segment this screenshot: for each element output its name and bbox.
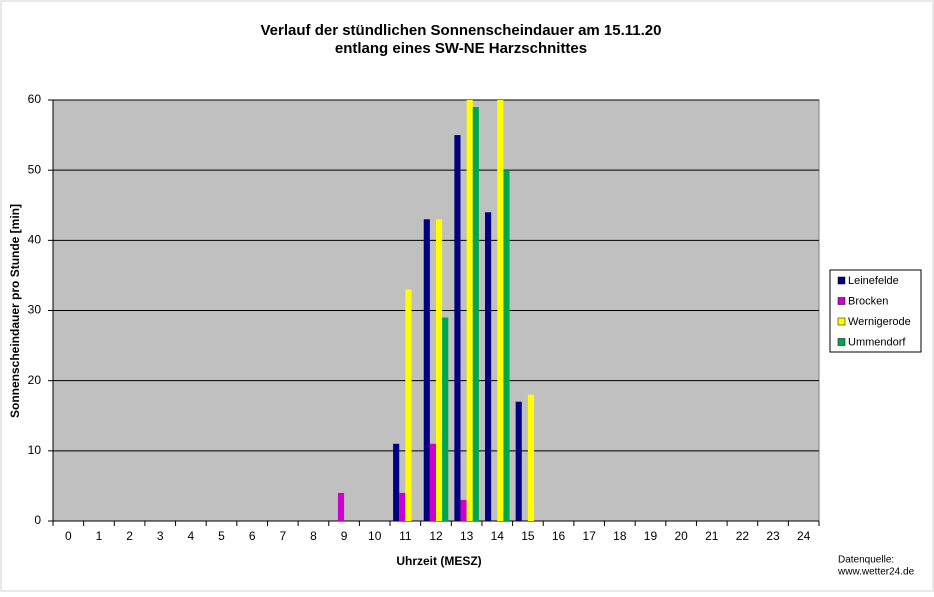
legend-swatch [837, 276, 846, 285]
legend-label: Brocken [848, 295, 888, 307]
y-tick-label: 0 [34, 513, 41, 527]
x-tick-label: 7 [279, 529, 286, 543]
chart-subtitle: entlang eines SW-NE Harzschnittes [335, 40, 587, 57]
y-tick-label: 10 [28, 443, 42, 457]
x-tick-label: 1 [96, 529, 103, 543]
legend-label: Wernigerode [848, 316, 911, 328]
x-tick-label: 21 [705, 529, 719, 543]
y-tick-label: 60 [28, 92, 42, 106]
bar [466, 100, 473, 521]
x-tick-label: 15 [521, 529, 535, 543]
x-axis-title: Uhrzeit (MESZ) [396, 554, 481, 568]
y-tick-label: 40 [28, 233, 42, 247]
x-tick-label: 14 [491, 529, 505, 543]
bar [442, 317, 449, 521]
x-tick-label: 17 [583, 529, 597, 543]
bar [460, 499, 467, 521]
x-tick-label: 22 [736, 529, 750, 543]
x-tick-label: 11 [399, 529, 412, 543]
legend-label: Leinefelde [848, 275, 899, 287]
legend-swatch [837, 338, 846, 346]
bar [503, 170, 510, 521]
x-tick-label: 5 [218, 529, 225, 543]
legend-swatch [837, 297, 846, 305]
x-tick-label: 18 [613, 529, 627, 543]
bar [454, 135, 461, 522]
legend-swatch [837, 317, 846, 326]
bar [497, 100, 504, 521]
bar [423, 219, 430, 522]
x-tick-label: 16 [552, 529, 566, 543]
source-note: www.wetter24.de [837, 567, 915, 578]
bar [485, 212, 492, 521]
x-tick-label: 24 [797, 529, 811, 543]
source-note: Datenquelle: [838, 555, 894, 566]
bar [337, 492, 345, 521]
x-tick-label: 4 [188, 529, 195, 543]
x-tick-label: 23 [766, 529, 780, 543]
x-tick-label: 3 [157, 529, 164, 543]
bar [393, 443, 400, 521]
x-tick-label: 2 [126, 529, 133, 543]
bar [405, 289, 412, 521]
x-tick-label: 19 [644, 529, 658, 543]
x-tick-label: 8 [310, 529, 317, 543]
y-tick-label: 30 [28, 303, 42, 317]
bar [429, 443, 436, 521]
x-tick-label: 0 [65, 529, 72, 543]
x-tick-label: 9 [341, 529, 348, 543]
y-axis-title: Sonnenscheindauer pro Stunde [min] [8, 204, 22, 418]
bar [472, 107, 479, 522]
bar [436, 219, 443, 522]
x-tick-label: 12 [429, 529, 443, 543]
bar [527, 394, 535, 521]
x-tick-label: 6 [249, 529, 256, 543]
y-tick-label: 50 [28, 162, 42, 176]
x-tick-label: 13 [460, 529, 474, 543]
chart-title: Verlauf der stündlichen Sonnenscheindaue… [261, 22, 662, 39]
x-tick-label: 10 [368, 529, 382, 543]
legend-label: Ummendorf [848, 336, 906, 348]
bar [515, 401, 522, 521]
x-tick-label: 20 [674, 529, 688, 543]
bar [399, 492, 406, 521]
y-tick-label: 20 [28, 373, 42, 387]
